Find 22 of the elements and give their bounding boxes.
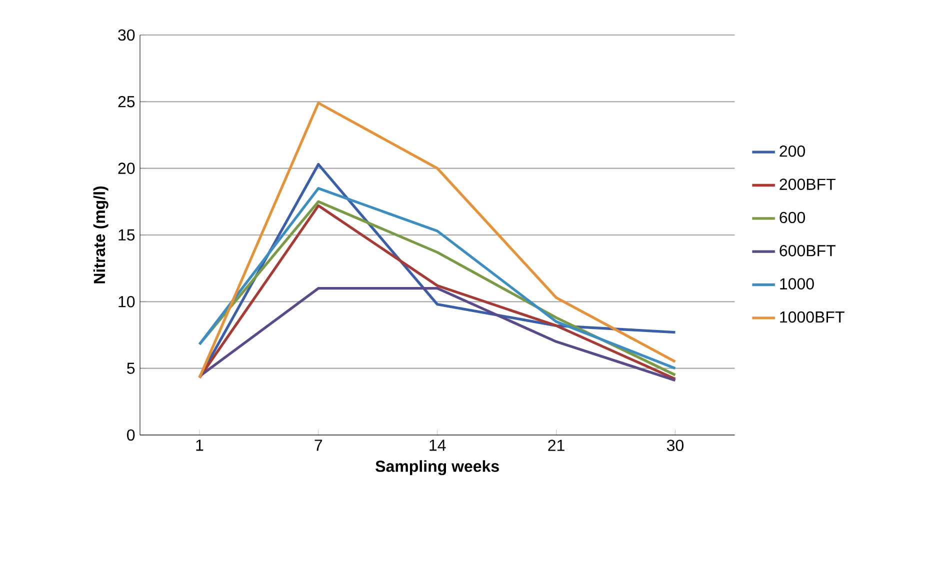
x-tick-label: 7 bbox=[314, 440, 322, 451]
legend-label: 1000 bbox=[780, 278, 814, 290]
y-tick-label: 20 bbox=[118, 162, 135, 174]
y-tick-label: 25 bbox=[118, 96, 135, 108]
x-tick-label: 14 bbox=[430, 440, 446, 451]
x-axis-title: Sampling weeks bbox=[376, 460, 499, 476]
y-tick-label: 10 bbox=[118, 296, 135, 308]
line-series bbox=[198, 286, 677, 382]
x-tick-label: 1 bbox=[196, 440, 204, 451]
legend-label: 200BFT bbox=[780, 178, 836, 190]
legend-label: 600 bbox=[780, 212, 806, 224]
y-tick-label: 30 bbox=[118, 29, 135, 41]
legend-label: 1000BFT bbox=[780, 311, 844, 323]
x-tick-label: 21 bbox=[548, 440, 564, 451]
x-tick-label: 30 bbox=[666, 440, 684, 452]
y-axis-title: Nitrate (mg/l) bbox=[93, 186, 108, 284]
legend-label: 200 bbox=[780, 145, 806, 157]
line-series bbox=[198, 102, 677, 379]
legend-label: 600BFT bbox=[780, 245, 836, 256]
y-tick-label: 5 bbox=[127, 362, 135, 374]
y-tick-label: 15 bbox=[118, 229, 135, 241]
y-tick-label: 0 bbox=[127, 429, 135, 441]
